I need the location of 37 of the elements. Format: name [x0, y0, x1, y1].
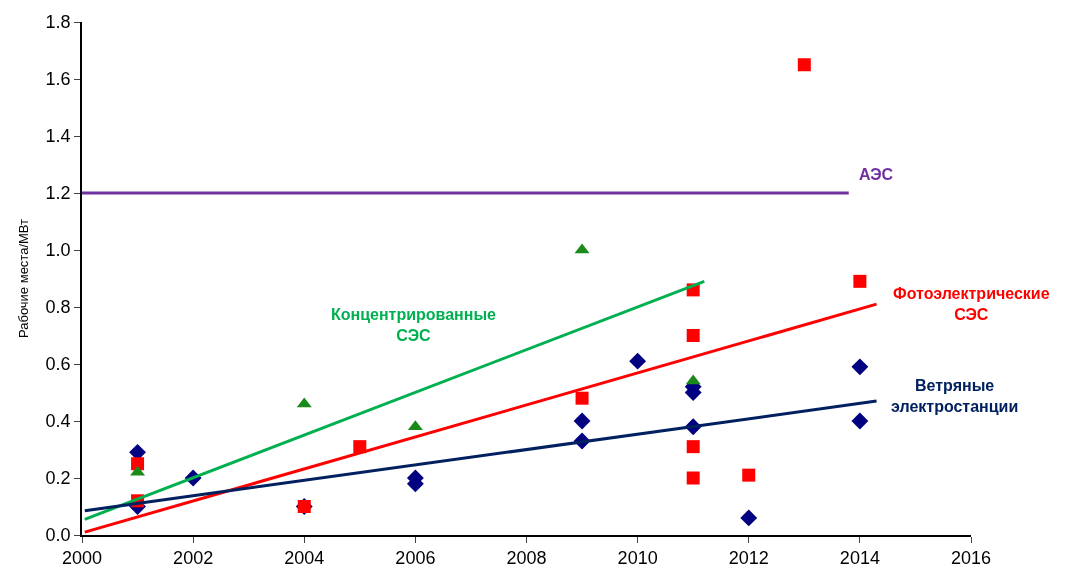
y-tick-label: 0.4 — [45, 411, 71, 432]
y-tick-label: 0.0 — [45, 525, 71, 546]
x-tick-label: 2010 — [617, 548, 658, 569]
x-tick-label: 2016 — [950, 548, 992, 569]
point — [853, 274, 867, 288]
y-tick-label: 1.4 — [45, 126, 71, 147]
x-tick-label: 2000 — [61, 548, 103, 569]
series-label: Ветряные электростанции — [891, 377, 1019, 415]
series-label: АЭС — [859, 166, 894, 183]
point — [575, 391, 589, 405]
series-label: Фотоэлектрические СЭС — [893, 285, 1050, 323]
x-tick-label: 2006 — [395, 548, 436, 569]
point — [629, 352, 647, 370]
point — [686, 440, 700, 454]
x-tick-label: 2008 — [506, 548, 547, 569]
point — [686, 329, 700, 342]
y-tick-label: 0.6 — [45, 354, 71, 375]
y-tick-label: 1.0 — [45, 240, 71, 261]
y-tick-label: 1.2 — [45, 183, 71, 204]
point — [573, 412, 591, 430]
x-tick-label: 2012 — [728, 548, 769, 569]
point — [131, 457, 145, 471]
point — [742, 468, 756, 482]
series-label: Концентрированные СЭС — [331, 306, 497, 344]
y-tick-label: 0.8 — [45, 297, 71, 318]
point — [851, 358, 869, 376]
x-tick-label: 2014 — [839, 548, 880, 569]
x-tick-label: 2002 — [173, 548, 214, 569]
y-axis-title: Рабочие места/МВт — [16, 218, 32, 339]
y-tick-label: 1.6 — [45, 69, 71, 90]
point — [740, 509, 758, 527]
point — [686, 471, 700, 485]
x-tick-label: 2004 — [284, 548, 325, 569]
y-tick-label: 1.8 — [45, 12, 71, 33]
y-tick-label: 0.2 — [45, 468, 71, 489]
point — [797, 58, 811, 72]
point — [851, 412, 869, 430]
